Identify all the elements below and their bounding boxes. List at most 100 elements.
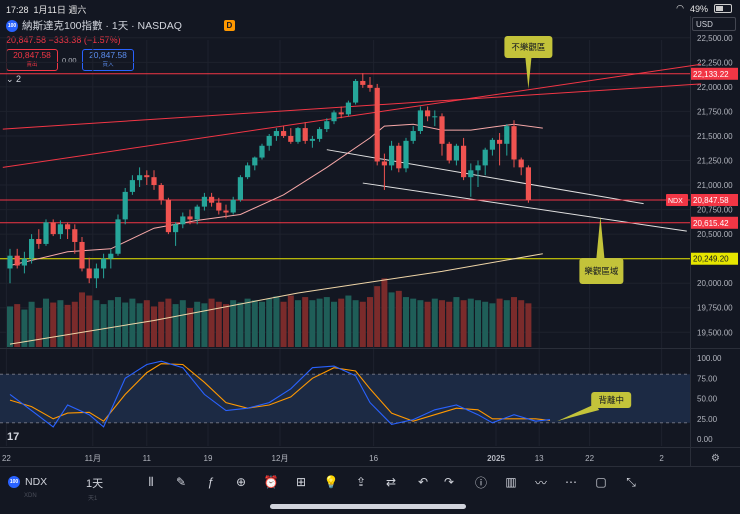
time-tick-label: 19	[204, 454, 213, 463]
volume-bar	[79, 292, 85, 347]
volume-bar	[179, 300, 186, 347]
candle-body	[180, 216, 186, 225]
wifi-icon: ◠	[676, 3, 684, 13]
volume-bar	[381, 278, 388, 347]
volume-bar	[64, 304, 71, 347]
more-icon[interactable]: ⋯	[565, 475, 577, 489]
candle-body	[173, 224, 179, 233]
volume-bar	[7, 306, 13, 347]
last-price-tag-bg	[691, 193, 738, 206]
interval-button[interactable]: 1天	[86, 478, 104, 490]
price-tick-label: 20,500.00	[697, 230, 733, 239]
chart-icon[interactable]: ▥	[505, 475, 517, 489]
volume-bar	[158, 301, 165, 347]
undo-compare-icon[interactable]: ⇄	[385, 475, 397, 489]
candle-body	[302, 128, 308, 141]
price-tick-label: 22,500.00	[697, 34, 733, 43]
chart-canvas[interactable]: 22,500.00 22,250.00 22,000.00 21,750.00 21,5…	[0, 0, 740, 466]
candle-body	[101, 258, 107, 269]
square-icon[interactable]: ▢	[595, 475, 607, 489]
candle-body	[453, 145, 459, 161]
info-icon[interactable]: ⓘ	[474, 475, 487, 490]
currency-select[interactable]: USD	[692, 17, 736, 31]
candle-body	[14, 255, 20, 266]
volume-bar	[295, 300, 301, 347]
callout-pointer	[525, 58, 532, 89]
candle-body	[29, 239, 35, 259]
home-indicator	[270, 504, 466, 509]
volume-bar	[410, 298, 417, 347]
add-icon[interactable]: ⊕	[235, 475, 247, 489]
candle-body	[237, 177, 243, 200]
price-change: 20,847.58 −333.38 (−1.57%)	[6, 35, 121, 45]
indicators-collapse-button[interactable]: ⌄ 2	[6, 74, 22, 84]
trend-line	[2, 83, 702, 130]
volume-bar	[280, 301, 287, 347]
volume-bar	[287, 295, 294, 347]
symbol-logo-icon: 100	[6, 19, 18, 32]
buy-button[interactable]: 20,847.58 買入	[82, 49, 134, 71]
volume-bar	[129, 298, 136, 347]
volume-bar	[446, 301, 453, 347]
candle-body	[309, 138, 315, 141]
fx-icon[interactable]: ƒ	[207, 475, 215, 489]
candle-body	[137, 175, 143, 181]
share-icon[interactable]: ⇪	[355, 475, 367, 489]
buy-label: 買入	[102, 62, 114, 68]
candle-body	[331, 112, 337, 122]
volume-bar	[14, 304, 21, 347]
candle-body	[165, 199, 171, 233]
candle-body	[93, 268, 99, 279]
candle-body	[266, 135, 272, 146]
candle-body	[446, 143, 452, 161]
time-tick-label: 22	[2, 454, 11, 463]
candle-body	[518, 159, 524, 168]
fullscreen-icon[interactable]: ⤡	[626, 474, 636, 489]
trend-icon[interactable]: 〰	[534, 475, 547, 490]
candle-body	[504, 126, 510, 144]
candle-body	[187, 216, 193, 220]
ndx-tag-text: NDX	[668, 198, 683, 205]
candle-body	[468, 170, 474, 178]
candle-body	[338, 112, 344, 115]
candles-icon[interactable]: ⫴	[148, 474, 154, 489]
volume-bar	[21, 309, 28, 347]
toolbar-symbol[interactable]: 100 NDX	[8, 476, 47, 488]
alarm-icon[interactable]: ⏰	[263, 475, 279, 489]
undo-icon[interactable]: ↶	[417, 475, 429, 489]
price-tick-label: 22,000.00	[697, 83, 733, 92]
time-tick-label: 2	[659, 454, 664, 463]
candle-body	[36, 239, 42, 244]
candle-body	[360, 80, 366, 85]
candle-body	[129, 180, 135, 192]
volume-bar	[316, 298, 323, 347]
brush-icon[interactable]: ✎	[175, 475, 187, 489]
grid-icon[interactable]: ⊞	[295, 475, 307, 489]
volume-bar	[417, 300, 424, 347]
callout-box	[504, 36, 553, 58]
candle-body	[410, 131, 416, 141]
volume-bar	[172, 304, 179, 347]
volume-bar	[115, 297, 121, 347]
volume-bar	[439, 300, 445, 347]
candle-body	[144, 175, 150, 178]
level-price-tag-bg	[691, 216, 738, 229]
volume-bar	[395, 290, 402, 347]
trend-line	[2, 63, 702, 168]
volume-bar	[107, 300, 114, 347]
bulb-icon[interactable]: 💡	[323, 475, 339, 489]
delayed-badge[interactable]: D	[223, 20, 235, 31]
redo-icon[interactable]: ↷	[443, 475, 455, 489]
stoch-tick-label: 50.00	[697, 395, 718, 404]
candle-body	[345, 102, 351, 115]
status-time: 17:28	[6, 5, 29, 15]
candle-body	[108, 253, 114, 259]
volume-bar	[467, 298, 474, 347]
volume-bar	[367, 297, 373, 347]
symbol-title[interactable]: 100 納斯達克100指數 · 1天 · NASDAQ D	[6, 18, 235, 33]
candle-body	[273, 131, 279, 136]
candle-body	[259, 145, 265, 158]
price-tick-label: 21,250.00	[697, 156, 733, 165]
tradingview-logo-icon: 17	[7, 431, 19, 443]
volume-bar	[352, 300, 359, 347]
